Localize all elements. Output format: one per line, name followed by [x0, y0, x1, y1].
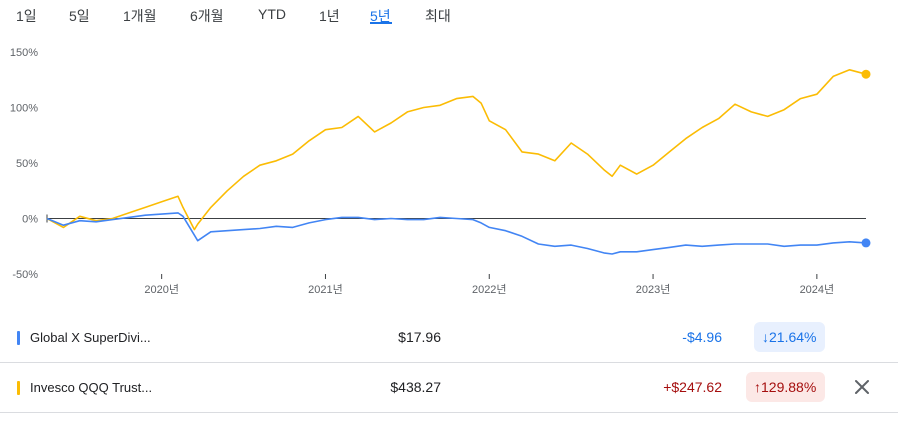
tab-range-0[interactable]: 1일	[16, 8, 37, 24]
y-tick-label: -50%	[12, 269, 38, 281]
security-name: Global X SuperDivi...	[30, 330, 151, 345]
range-tabs: 1일 5일 1개월 6개월 YTD 1년 5년 최대	[0, 0, 898, 30]
y-tick-label: 100%	[10, 103, 38, 115]
security-price: $438.27	[390, 379, 441, 395]
series-line-1	[46, 212, 867, 255]
x-tick-label: 2020년	[144, 283, 179, 296]
security-price: $17.96	[398, 329, 441, 345]
percent-change-badge: ↓21.64%	[754, 322, 826, 352]
active-tab-indicator	[370, 22, 392, 24]
price-change: -$4.96	[682, 329, 722, 345]
series-end-dot-1	[861, 238, 871, 248]
tab-range-1[interactable]: 5일	[69, 8, 90, 24]
arrow-up-icon: ↑	[754, 379, 761, 395]
price-comparison-chart: 150% 100% 50% 0% -50% 2020년 2021년 2022년 2023년 202…	[10, 47, 871, 296]
x-tick-label: 2023년	[636, 283, 671, 296]
series-line-0	[46, 68, 867, 231]
y-tick-label: 0%	[22, 214, 38, 226]
x-tick-label: 2024년	[800, 283, 835, 296]
comparison-row[interactable]: Global X SuperDivi... $17.96 -$4.96 ↓21.64%	[0, 312, 898, 363]
arrow-down-icon: ↓	[762, 329, 769, 345]
close-icon	[855, 380, 869, 394]
x-tick-label: 2022년	[472, 283, 507, 296]
series-end-dot-0	[861, 69, 871, 79]
security-name: Invesco QQQ Trust...	[30, 380, 153, 395]
percent-change-value: 21.64%	[769, 329, 817, 345]
tab-range-6[interactable]: 5년	[370, 8, 391, 24]
series-color-swatch	[17, 381, 20, 395]
comparison-row[interactable]: Invesco QQQ Trust... $438.27 +$247.62 ↑129.…	[0, 362, 898, 413]
percent-change-value: 129.88%	[761, 379, 817, 395]
y-tick-label: 150%	[10, 47, 38, 59]
tab-range-7[interactable]: 최대	[425, 8, 451, 24]
remove-comparison-button[interactable]	[852, 377, 872, 397]
tab-range-3[interactable]: 6개월	[190, 8, 224, 24]
price-change: +$247.62	[663, 379, 722, 395]
series-color-swatch	[17, 331, 20, 345]
y-tick-label: 50%	[16, 158, 38, 170]
tab-range-2[interactable]: 1개월	[123, 8, 157, 24]
tab-range-5[interactable]: 1년	[319, 8, 340, 24]
tab-range-4[interactable]: YTD	[258, 6, 286, 22]
x-tick-label: 2021년	[308, 283, 343, 296]
percent-change-badge: ↑129.88%	[746, 372, 826, 402]
